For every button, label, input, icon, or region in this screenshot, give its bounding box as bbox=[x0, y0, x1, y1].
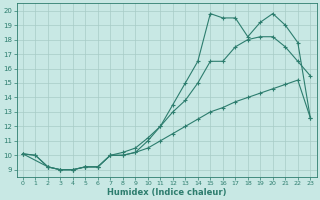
X-axis label: Humidex (Indice chaleur): Humidex (Indice chaleur) bbox=[107, 188, 226, 197]
